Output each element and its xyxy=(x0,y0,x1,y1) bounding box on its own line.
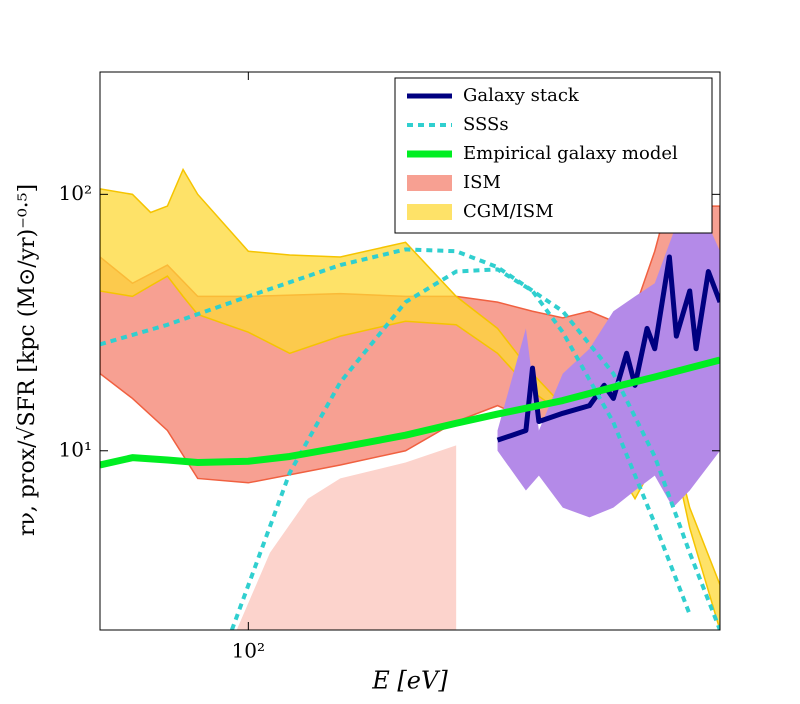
legend-swatch xyxy=(407,204,452,220)
y-tick-label: 10¹ xyxy=(59,437,92,461)
line xyxy=(100,356,720,469)
x-tick-label: 10² xyxy=(232,639,265,663)
legend-swatch xyxy=(407,175,452,191)
line xyxy=(496,254,720,443)
band xyxy=(236,445,457,630)
y-tick-label: 10² xyxy=(59,181,92,205)
legend-label: Galaxy stack xyxy=(463,85,580,106)
plot-area xyxy=(100,167,720,630)
band xyxy=(497,183,720,518)
x-axis-label: E [eV] xyxy=(371,667,448,695)
legend-label: Empirical galaxy model xyxy=(463,143,678,164)
axes-frame xyxy=(99,71,721,631)
legend-label: SSSs xyxy=(463,114,509,135)
line xyxy=(100,247,720,630)
y-axis-label: rν, prox/√SFR [kpc (M⊙/yr)⁻⁰·⁵] xyxy=(15,184,40,536)
line xyxy=(229,267,692,630)
band xyxy=(100,167,720,630)
legend-label: CGM/ISM xyxy=(463,201,554,222)
legend-label: ISM xyxy=(463,172,501,193)
